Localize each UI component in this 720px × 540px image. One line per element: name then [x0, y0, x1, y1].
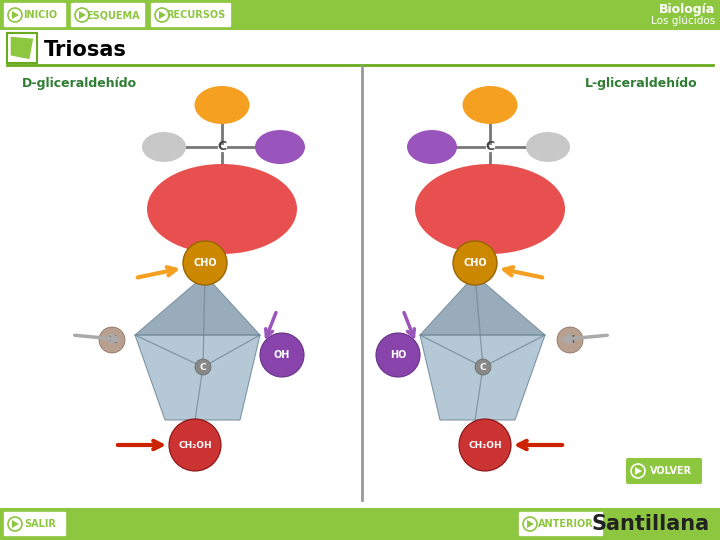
Circle shape [195, 359, 211, 375]
Polygon shape [79, 11, 86, 19]
Polygon shape [635, 467, 642, 475]
Circle shape [459, 419, 511, 471]
Bar [0, 0, 720, 30]
Text: Biología: Biología [659, 3, 715, 17]
FancyBboxPatch shape [7, 33, 37, 63]
Circle shape [453, 241, 497, 285]
FancyBboxPatch shape [626, 458, 702, 484]
Ellipse shape [255, 130, 305, 164]
Polygon shape [12, 520, 19, 528]
Circle shape [169, 419, 221, 471]
Polygon shape [135, 335, 260, 420]
Text: C: C [485, 140, 495, 153]
FancyBboxPatch shape [3, 511, 67, 537]
Ellipse shape [462, 86, 518, 124]
Circle shape [99, 327, 125, 353]
Ellipse shape [147, 164, 297, 254]
Text: CHO: CHO [463, 258, 487, 268]
Text: SALIR: SALIR [24, 519, 56, 529]
Text: C: C [199, 362, 207, 372]
Text: CH₂OH: CH₂OH [178, 441, 212, 449]
Circle shape [475, 359, 491, 375]
Text: C: C [480, 362, 486, 372]
Bar [0, 508, 720, 540]
Polygon shape [10, 36, 34, 60]
Text: ESQUEMA: ESQUEMA [86, 10, 140, 20]
Polygon shape [420, 335, 545, 420]
Text: H: H [108, 335, 116, 345]
Text: CH₂OH: CH₂OH [468, 441, 502, 449]
Text: ANTERIOR: ANTERIOR [538, 519, 594, 529]
Text: CHO: CHO [193, 258, 217, 268]
FancyBboxPatch shape [150, 2, 232, 28]
Polygon shape [159, 11, 166, 19]
Text: HO: HO [390, 350, 406, 360]
Circle shape [557, 327, 583, 353]
Polygon shape [420, 275, 545, 335]
FancyBboxPatch shape [518, 511, 604, 537]
Text: D-gliceraldehído: D-gliceraldehído [22, 77, 137, 90]
Polygon shape [527, 520, 534, 528]
Circle shape [183, 241, 227, 285]
Ellipse shape [407, 130, 457, 164]
Text: H: H [566, 335, 574, 345]
Text: VOLVER: VOLVER [650, 466, 692, 476]
Text: Los glúcidos: Los glúcidos [651, 16, 715, 26]
Circle shape [376, 333, 420, 377]
Ellipse shape [194, 86, 250, 124]
Ellipse shape [142, 132, 186, 162]
Text: INICIO: INICIO [23, 10, 57, 20]
Ellipse shape [526, 132, 570, 162]
Text: RECURSOS: RECURSOS [166, 10, 225, 20]
Text: Santillana: Santillana [592, 514, 710, 534]
Text: OH: OH [274, 350, 290, 360]
Text: L-gliceraldehído: L-gliceraldehído [585, 77, 698, 90]
FancyBboxPatch shape [70, 2, 146, 28]
Polygon shape [12, 11, 19, 19]
Text: C: C [217, 140, 227, 153]
FancyBboxPatch shape [3, 2, 67, 28]
Circle shape [260, 333, 304, 377]
Text: Triosas: Triosas [44, 40, 127, 60]
Ellipse shape [415, 164, 565, 254]
Polygon shape [135, 275, 260, 335]
